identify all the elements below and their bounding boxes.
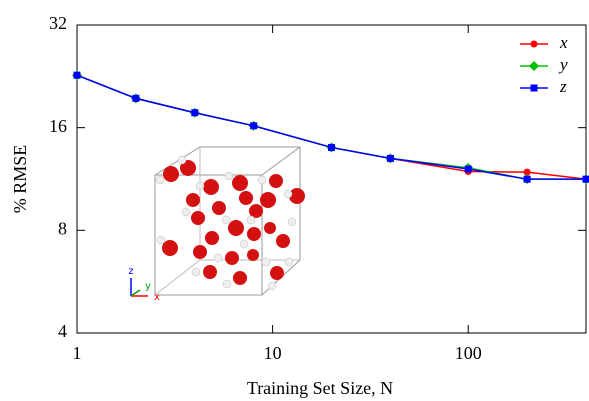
legend-label: y (558, 55, 568, 74)
y-tick-label: 4 (58, 321, 67, 341)
marker (464, 165, 472, 173)
marker (523, 175, 531, 183)
legend-label: z (559, 77, 567, 96)
legend-marker (530, 84, 538, 92)
marker (386, 154, 394, 162)
marker (73, 71, 81, 79)
y-tick-label: 32 (49, 13, 67, 33)
marker (328, 143, 335, 151)
series-line (76, 74, 587, 180)
marker (191, 109, 199, 117)
x-tick-label: 100 (455, 343, 482, 363)
legend-label: x (559, 33, 568, 52)
y-axis-label: % RMSE (10, 145, 30, 214)
y-tick-label: 8 (58, 218, 67, 238)
marker (582, 175, 589, 183)
series-line (76, 74, 586, 180)
inset-molecule: z y x (128, 146, 305, 303)
marker (132, 94, 140, 102)
inset-axis-label: z (128, 266, 133, 277)
x-tick-label: 1 (73, 343, 82, 363)
series-line (76, 74, 586, 180)
legend-marker (530, 40, 538, 48)
x-tick-label: 10 (264, 343, 282, 363)
inset-axis-label: x (154, 292, 160, 303)
legend-marker (529, 61, 539, 71)
inset-axis-label: y (145, 281, 151, 292)
plot-frame (76, 24, 587, 334)
marker (523, 168, 531, 176)
marker (250, 122, 258, 130)
x-axis-label: Training Set Size, N (247, 378, 393, 398)
y-tick-label: 16 (49, 116, 67, 136)
